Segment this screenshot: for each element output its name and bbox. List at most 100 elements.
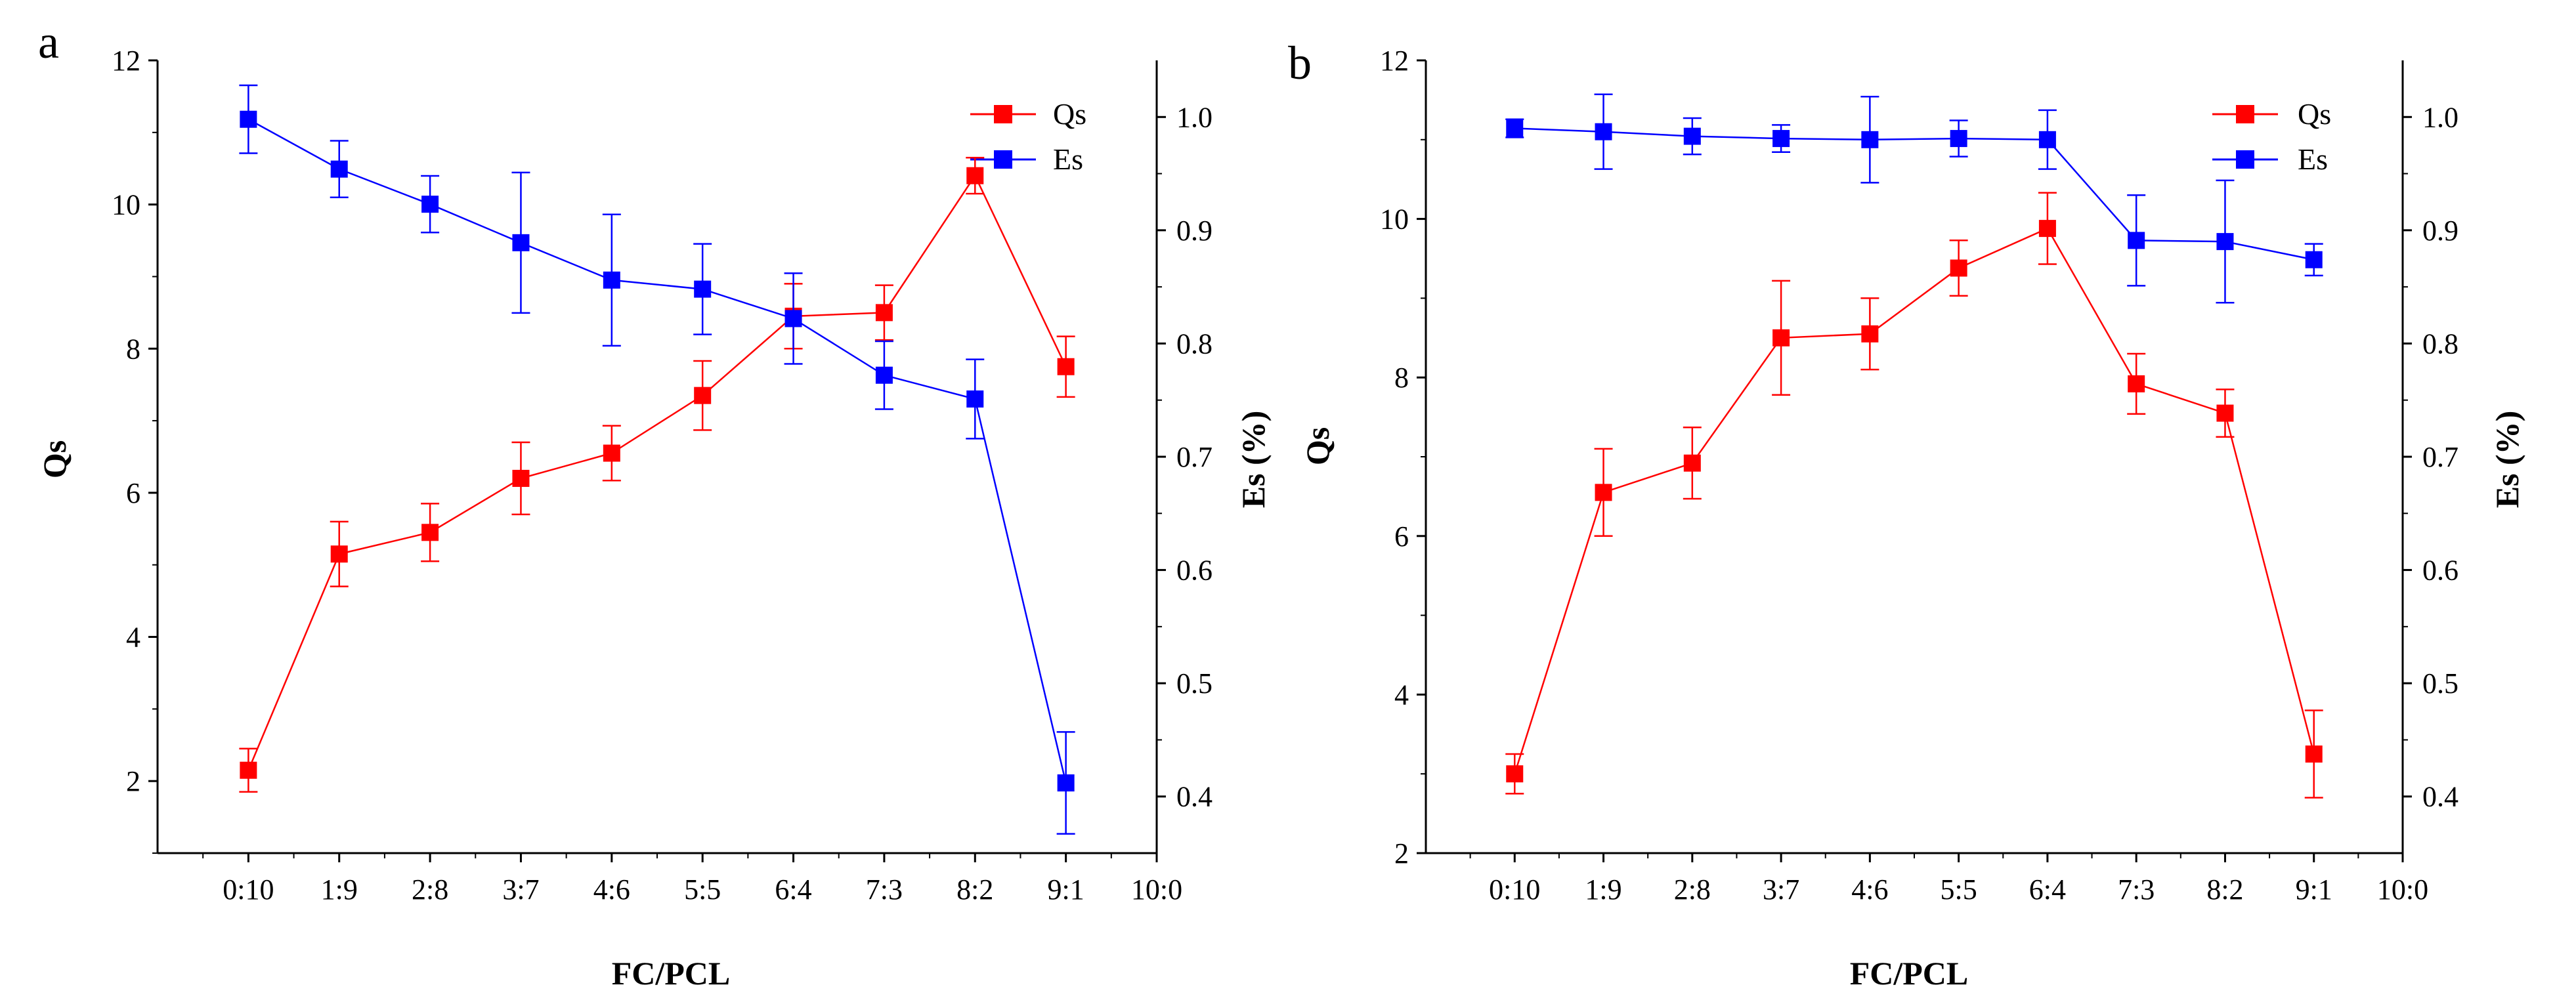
y-tick-label: 2 <box>1394 837 1409 870</box>
x-tick-label: 10:0 <box>1131 873 1182 906</box>
x-tick-label: 10:0 <box>2377 873 2428 906</box>
x-tick-label: 8:2 <box>956 873 993 906</box>
y2-tick-label: 0.6 <box>2422 555 2458 587</box>
data-point-es <box>2038 131 2056 148</box>
data-point-es <box>2305 251 2323 268</box>
series-line-es <box>1514 127 2314 261</box>
data-point-es <box>1683 127 1701 145</box>
data-point-qs <box>1683 454 1701 472</box>
data-point-es <box>1950 130 1967 148</box>
data-point-qs <box>2216 404 2234 422</box>
panel-b-axes: 2 4 6 8 10 12 0.4 0.5 0.6 0.7 0.8 0.9 1.0 0:10 1:9 2:8 3… <box>1380 45 2458 906</box>
x-tick-label: 9:1 <box>1048 873 1084 906</box>
data-point-qs <box>1506 765 1524 783</box>
series-qs <box>239 157 1075 793</box>
x-tick-label: 4:6 <box>1851 873 1888 906</box>
legend-label-qs: Qs <box>1053 97 1086 131</box>
y2-tick-label: 0.7 <box>1176 441 1213 473</box>
x-tick-label: 4:6 <box>593 873 630 906</box>
data-point-es <box>2128 232 2145 249</box>
y2-tick-label: 0.6 <box>1176 555 1213 587</box>
data-point-qs <box>603 444 620 462</box>
data-point-es <box>1057 774 1075 792</box>
legend-marker-qs <box>994 105 1012 123</box>
data-point-qs <box>966 167 984 184</box>
x-tick-label: 0:10 <box>1489 873 1540 906</box>
panel-a: a 2 4 6 8 10 12 0.4 0.5 0.6 0.7 0.8 0.9 1.0 0:10 1:9 2:… <box>36 16 1272 992</box>
series-line-es <box>247 118 1067 784</box>
data-point-es <box>1506 119 1524 137</box>
data-point-qs <box>1861 325 1879 343</box>
data-point-qs <box>512 469 530 487</box>
data-point-es <box>2216 233 2234 251</box>
data-point-qs <box>1772 329 1790 346</box>
data-point-qs <box>2128 375 2145 392</box>
panel-b-x-axis-title: FC/PCL <box>1850 955 1969 992</box>
x-tick-label: 5:5 <box>1941 873 1977 906</box>
panel-b-y-axis-title: Qs <box>1299 427 1336 465</box>
data-point-qs <box>240 761 257 779</box>
data-point-es <box>421 196 439 213</box>
panel-a-x-axis-title: FC/PCL <box>612 955 731 992</box>
data-point-es <box>512 234 530 251</box>
y-tick-label: 4 <box>1394 679 1409 711</box>
legend-marker-es <box>2236 150 2254 169</box>
data-point-es <box>240 110 257 128</box>
panel-b-legend: Qs Es <box>2212 97 2331 176</box>
data-point-es <box>966 390 984 408</box>
data-point-qs <box>1950 259 1967 277</box>
y2-tick-label: 0.5 <box>2422 667 2458 700</box>
panel-b: b 2 4 6 8 10 12 0.4 0.5 0.6 0.7 0.8 0.9 1.0 0:10 1:9 2:… <box>1288 37 2525 992</box>
y-tick-label: 10 <box>112 189 140 221</box>
data-point-qs <box>1057 358 1075 375</box>
panel-a-axes: 2 4 6 8 10 12 0.4 0.5 0.6 0.7 0.8 0.9 1.0 0:10 1:9 2:8 3… <box>112 45 1213 906</box>
x-tick-label: 2:8 <box>412 873 448 906</box>
panel-b-y2-axis-title: Es (%) <box>2489 411 2525 509</box>
data-point-es <box>330 160 348 178</box>
y2-tick-label: 0.4 <box>1176 781 1213 813</box>
data-point-qs <box>1595 484 1612 501</box>
x-tick-label: 7:3 <box>2118 873 2155 906</box>
y-tick-label: 6 <box>1394 520 1409 553</box>
y2-tick-label: 0.8 <box>2422 327 2458 360</box>
panel-a-letter: a <box>38 16 59 68</box>
data-point-qs <box>2305 746 2323 763</box>
x-tick-label: 6:4 <box>2029 873 2066 906</box>
data-point-es <box>784 310 802 327</box>
legend-label-qs: Qs <box>2298 97 2331 131</box>
data-point-es <box>603 271 620 289</box>
x-tick-label: 1:9 <box>1585 873 1621 906</box>
y-tick-label: 6 <box>126 477 140 509</box>
x-tick-label: 5:5 <box>684 873 721 906</box>
data-point-es <box>1772 130 1790 148</box>
y-tick-label: 12 <box>112 45 140 77</box>
data-point-es <box>1595 123 1612 140</box>
legend-marker-es <box>994 150 1012 169</box>
x-tick-label: 6:4 <box>775 873 811 906</box>
x-tick-label: 9:1 <box>2296 873 2332 906</box>
data-point-es <box>694 280 712 298</box>
x-tick-label: 8:2 <box>2206 873 2243 906</box>
x-tick-label: 7:3 <box>866 873 903 906</box>
data-point-qs <box>2038 220 2056 238</box>
panel-b-letter: b <box>1288 37 1312 89</box>
x-tick-label: 0:10 <box>223 873 274 906</box>
x-tick-label: 3:7 <box>502 873 539 906</box>
y2-tick-label: 1.0 <box>2422 101 2458 133</box>
y-tick-label: 4 <box>126 621 140 654</box>
y2-tick-label: 0.9 <box>2422 215 2458 247</box>
data-point-qs <box>694 387 712 404</box>
y2-tick-label: 1.0 <box>1176 101 1213 133</box>
y2-tick-label: 0.8 <box>1176 327 1213 360</box>
series-line-qs <box>1514 227 2315 774</box>
data-point-es <box>875 366 893 384</box>
data-point-qs <box>875 304 893 322</box>
data-point-qs <box>421 524 439 541</box>
y2-tick-label: 0.4 <box>2422 781 2458 813</box>
y2-tick-label: 0.9 <box>1176 215 1213 247</box>
x-tick-label: 2:8 <box>1674 873 1711 906</box>
y-tick-label: 8 <box>126 333 140 365</box>
y-tick-label: 12 <box>1380 45 1409 77</box>
y-tick-label: 8 <box>1394 362 1409 394</box>
